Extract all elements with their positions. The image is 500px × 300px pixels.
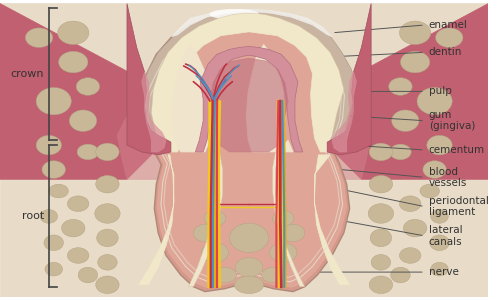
Polygon shape: [165, 22, 332, 152]
Ellipse shape: [272, 211, 294, 226]
Ellipse shape: [390, 144, 411, 160]
Polygon shape: [188, 152, 222, 287]
Ellipse shape: [58, 21, 89, 44]
Ellipse shape: [282, 224, 304, 242]
Polygon shape: [152, 13, 344, 152]
Polygon shape: [127, 4, 171, 155]
Ellipse shape: [204, 211, 226, 226]
Ellipse shape: [78, 267, 98, 283]
Ellipse shape: [369, 276, 392, 294]
Ellipse shape: [96, 176, 119, 193]
Text: periodontal
ligament: periodontal ligament: [429, 196, 488, 218]
Ellipse shape: [70, 110, 96, 131]
Text: lateral
canals: lateral canals: [429, 225, 462, 247]
Text: crown: crown: [10, 69, 44, 79]
Text: blood
vessels: blood vessels: [429, 167, 467, 188]
Text: cementum: cementum: [429, 145, 485, 155]
Polygon shape: [246, 44, 293, 152]
Polygon shape: [196, 46, 303, 152]
Text: nerve: nerve: [429, 267, 458, 277]
Ellipse shape: [369, 176, 392, 193]
Ellipse shape: [68, 196, 89, 212]
Ellipse shape: [420, 184, 440, 198]
Ellipse shape: [49, 184, 68, 198]
Polygon shape: [172, 9, 332, 37]
Ellipse shape: [430, 235, 450, 250]
Ellipse shape: [400, 248, 421, 263]
Ellipse shape: [26, 28, 52, 47]
Ellipse shape: [42, 161, 66, 178]
Polygon shape: [172, 44, 212, 152]
Polygon shape: [117, 101, 161, 179]
Ellipse shape: [270, 243, 297, 262]
Ellipse shape: [430, 210, 448, 223]
Polygon shape: [142, 72, 166, 152]
Ellipse shape: [368, 204, 394, 223]
Ellipse shape: [210, 9, 259, 19]
Ellipse shape: [262, 267, 285, 283]
Ellipse shape: [234, 276, 264, 294]
Ellipse shape: [44, 235, 64, 250]
Ellipse shape: [98, 254, 117, 270]
Ellipse shape: [400, 21, 430, 44]
Ellipse shape: [194, 224, 217, 242]
Ellipse shape: [213, 267, 236, 283]
Polygon shape: [136, 11, 352, 292]
Ellipse shape: [36, 88, 72, 115]
Ellipse shape: [390, 267, 410, 283]
Ellipse shape: [58, 51, 88, 73]
Text: enamel: enamel: [429, 20, 468, 30]
Polygon shape: [327, 4, 488, 179]
Ellipse shape: [417, 88, 452, 115]
Ellipse shape: [96, 143, 119, 161]
Ellipse shape: [96, 276, 119, 294]
Ellipse shape: [427, 135, 452, 155]
Ellipse shape: [236, 257, 262, 277]
Polygon shape: [140, 16, 348, 287]
Ellipse shape: [423, 161, 446, 178]
Polygon shape: [210, 58, 288, 152]
Polygon shape: [332, 72, 356, 152]
Polygon shape: [140, 10, 356, 152]
Ellipse shape: [388, 78, 412, 95]
Ellipse shape: [371, 254, 390, 270]
Text: dentin: dentin: [429, 47, 462, 57]
Ellipse shape: [392, 110, 419, 131]
Ellipse shape: [369, 143, 392, 161]
Ellipse shape: [36, 135, 62, 155]
Polygon shape: [0, 4, 161, 179]
Ellipse shape: [40, 210, 58, 223]
Polygon shape: [327, 4, 371, 155]
Ellipse shape: [436, 28, 463, 47]
Ellipse shape: [370, 229, 392, 247]
Ellipse shape: [96, 229, 118, 247]
Ellipse shape: [77, 144, 98, 160]
Ellipse shape: [45, 262, 62, 276]
Polygon shape: [314, 155, 350, 285]
Ellipse shape: [404, 219, 427, 237]
Ellipse shape: [94, 204, 120, 223]
Text: pulp: pulp: [429, 86, 452, 96]
Ellipse shape: [76, 78, 100, 95]
Text: gum
(gingiva): gum (gingiva): [429, 110, 475, 131]
Polygon shape: [0, 4, 488, 296]
Ellipse shape: [230, 223, 268, 253]
Ellipse shape: [400, 196, 421, 212]
Ellipse shape: [430, 262, 448, 276]
Ellipse shape: [201, 243, 228, 262]
Ellipse shape: [68, 248, 89, 263]
Ellipse shape: [62, 219, 85, 237]
Polygon shape: [138, 155, 174, 285]
Polygon shape: [272, 152, 304, 287]
Polygon shape: [327, 101, 371, 179]
Text: root: root: [22, 211, 44, 221]
Ellipse shape: [400, 51, 430, 73]
